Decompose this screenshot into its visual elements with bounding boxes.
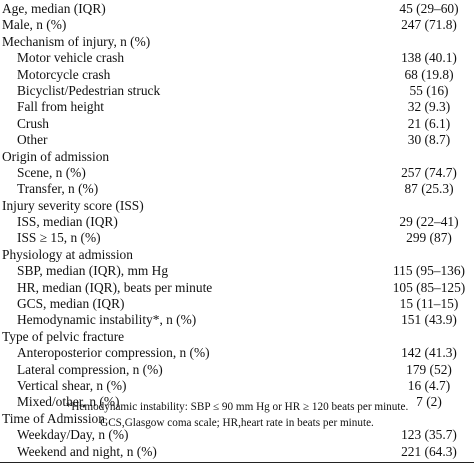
row-label: Hemodynamic instability*, n (%) (17, 312, 197, 328)
row-value: 15 (11–15) (399, 296, 459, 312)
row-value: 221 (64.3) (401, 443, 457, 459)
table-row: GCS, median (IQR) 15 (11–15) (0, 296, 474, 312)
row-label: Age, median (IQR) (2, 1, 106, 16)
row-label: ISS ≥ 15, n (%) (17, 230, 101, 246)
row-value: 105 (85–125) (392, 279, 466, 295)
table-section-header: Mechanism of injury, n (%) (0, 34, 474, 50)
table-row: Lateral compression, n (%) 179 (52) (0, 362, 474, 378)
section-label: Time of Admission (2, 410, 105, 426)
row-value: 257 (74.7) (401, 164, 457, 180)
row-value: 55 (16) (409, 82, 449, 98)
row-label: Lateral compression, n (%) (17, 361, 163, 377)
table-row: HR, median (IQR), beats per minute 105 (8… (0, 280, 474, 296)
table-row: Motor vehicle crash 138 (40.1) (0, 50, 474, 66)
row-label: Male, n (%) (2, 17, 67, 33)
table-section-header: Physiology at admission (0, 247, 474, 263)
row-value: 299 (87) (406, 230, 452, 246)
section-label: Physiology at admission (2, 246, 133, 262)
table-row: Motorcycle crash 68 (19.8) (0, 67, 474, 83)
table-row: Weekend and night, n (%) 221 (64.3) (0, 444, 474, 460)
table-row: Anteroposterior compression, n (%) 142 (4… (0, 345, 474, 361)
row-label: Scene, n (%) (17, 164, 86, 180)
footnote-hemodynamic-instability: *Hemodynamic instability: SBP ≤ 90 mm Hg… (65, 401, 409, 413)
row-label: Other (17, 132, 48, 148)
table-row: Age, median (IQR) 45 (29–60) (0, 1, 474, 17)
row-label: SBP, median (IQR), mm Hg (17, 263, 169, 279)
row-value: 151 (43.9) (401, 312, 457, 328)
row-value: 29 (22–41) (399, 214, 459, 230)
table-row: Hemodynamic instability*, n (%) 151 (43.9… (0, 312, 474, 328)
table-row: ISS, median (IQR) 29 (22–41) (0, 214, 474, 230)
row-label: Transfer, n (%) (17, 181, 99, 197)
table-row: SBP, median (IQR), mm Hg 115 (95–136) (0, 263, 474, 279)
row-label: Vertical shear, n (%) (17, 377, 127, 393)
table-row: Crush 21 (6.1) (0, 116, 474, 132)
row-label: Anteroposterior compression, n (%) (17, 345, 210, 361)
row-label: Fall from height (17, 99, 105, 115)
row-value: 30 (8.7) (407, 132, 451, 148)
row-value: 179 (52) (406, 361, 452, 377)
table-section-header: Injury severity score (ISS) (0, 198, 474, 214)
table-row: Transfer, n (%) 87 (25.3) (0, 181, 474, 197)
row-label: Weekend and night, n (%) (17, 443, 157, 459)
row-label: HR, median (IQR), beats per minute (17, 279, 213, 295)
table-section-header: Time of Admission (0, 411, 474, 427)
table-row: Male, n (%) 247 (71.8) (0, 17, 474, 33)
row-label: Bicyclist/Pedestrian struck (17, 82, 161, 98)
section-label: Origin of admission (2, 148, 110, 164)
table-row: ISS ≥ 15, n (%) 299 (87) (0, 230, 474, 246)
section-label: Type of pelvic fracture (2, 328, 125, 344)
row-label: Crush (17, 115, 49, 131)
footnote-abbreviations: GCS,Glasgow coma scale; HR,heart rate in… (100, 416, 374, 429)
table-row: Fall from height 32 (9.3) (0, 99, 474, 115)
row-label: ISS, median (IQR) (17, 214, 118, 230)
row-value: 45 (29–60) (399, 1, 459, 16)
section-label: Mechanism of injury, n (%) (2, 33, 151, 49)
row-label: Motor vehicle crash (17, 50, 125, 66)
row-value: 7 (2) (416, 394, 442, 410)
table-row: Bicyclist/Pedestrian struck 55 (16) (0, 83, 474, 99)
row-value: 87 (25.3) (404, 181, 454, 197)
row-value: 32 (9.3) (407, 99, 451, 115)
table-section-header: Origin of admission (0, 149, 474, 165)
row-label: Motorcycle crash (17, 66, 111, 82)
row-value: 68 (19.8) (404, 66, 454, 82)
row-value: 138 (40.1) (401, 50, 457, 66)
row-value: 21 (6.1) (407, 115, 451, 131)
row-value: 115 (95–136) (392, 263, 466, 279)
table-row: Mixed/other, n (%) 7 (2) (0, 394, 474, 410)
row-label: GCS, median (IQR) (17, 296, 125, 312)
row-label: Mixed/other, n (%) (17, 394, 120, 410)
row-value: 142 (41.3) (401, 345, 457, 361)
table-row: Other 30 (8.7) (0, 132, 474, 148)
section-label: Injury severity score (ISS) (2, 197, 144, 213)
row-value: 247 (71.8) (401, 17, 457, 33)
table-row: Scene, n (%) 257 (74.7) (0, 165, 474, 181)
table-footnotes: *Hemodynamic instability: SBP ≤ 90 mm Hg… (0, 400, 474, 431)
table-row: Vertical shear, n (%) 16 (4.7) (0, 378, 474, 394)
row-value: 16 (4.7) (407, 377, 451, 393)
table-section-header: Type of pelvic fracture (0, 329, 474, 345)
